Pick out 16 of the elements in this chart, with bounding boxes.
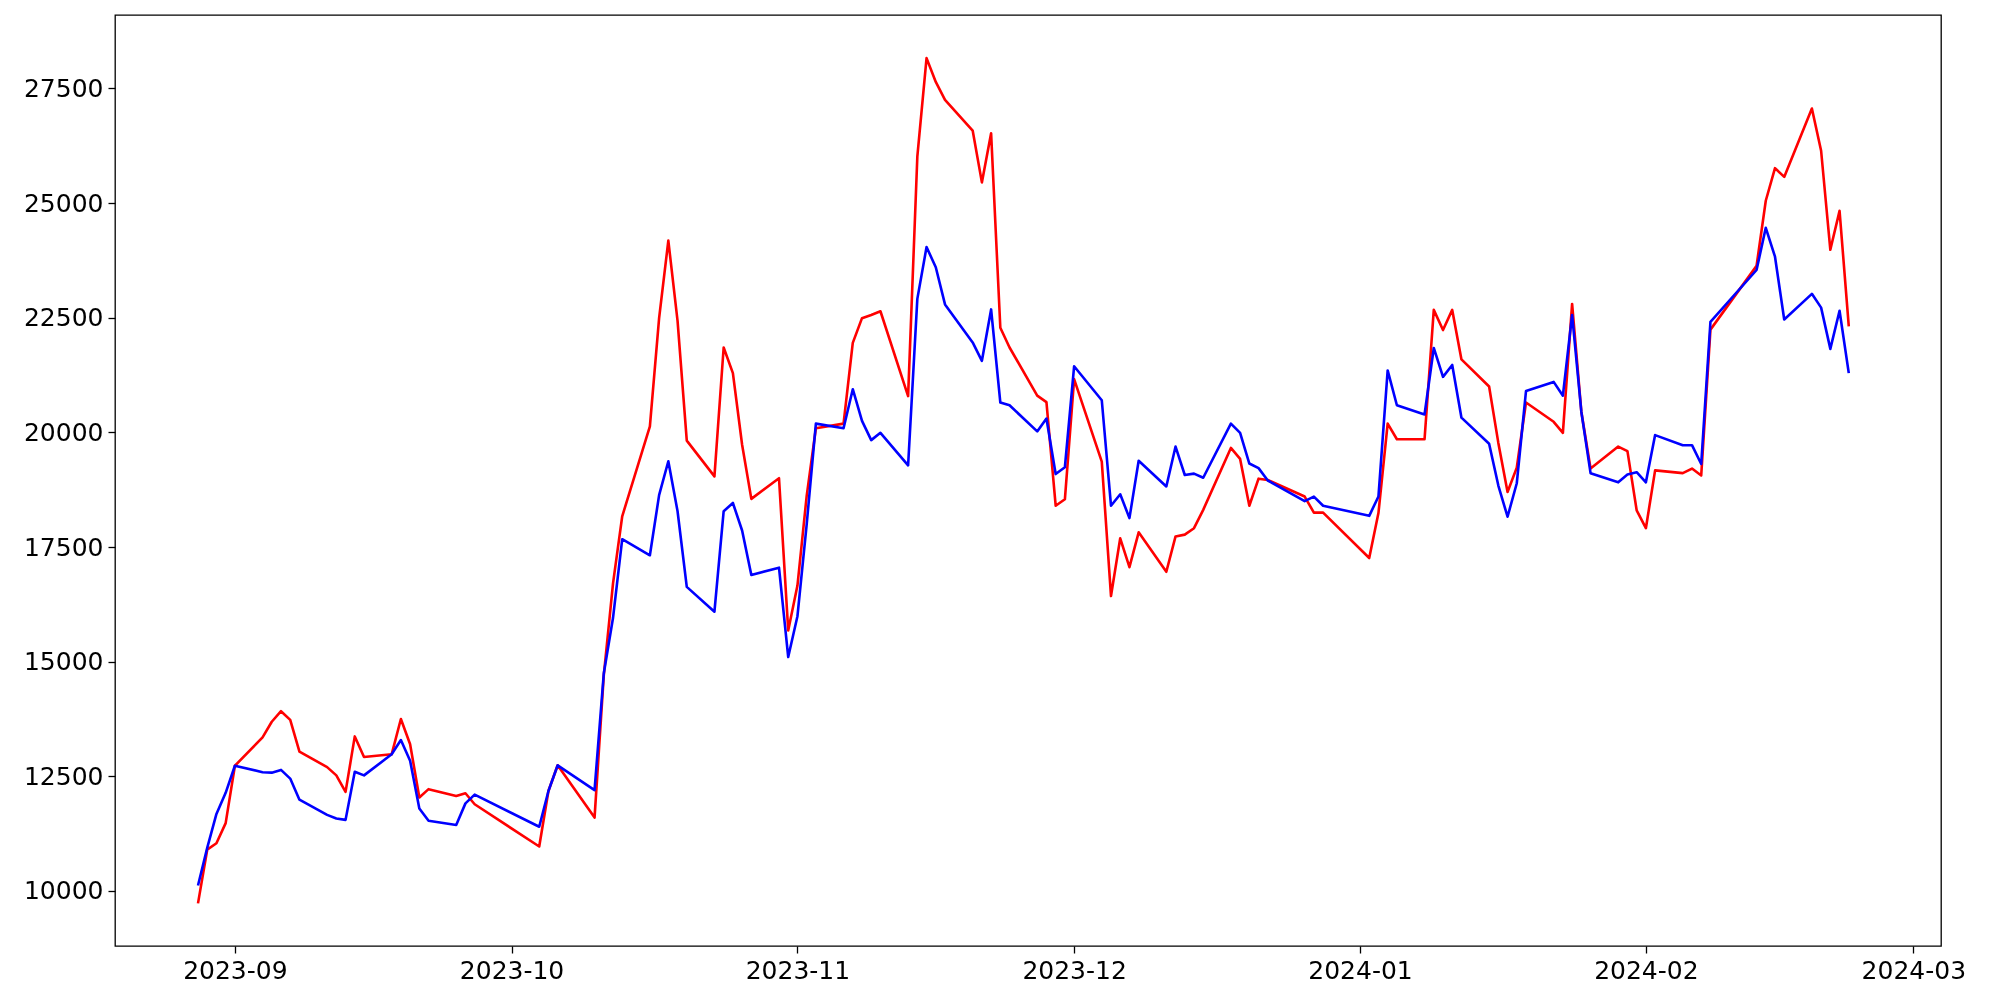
x-tick-label: 2024-01: [1308, 955, 1413, 985]
x-tick-label: 2023-10: [459, 955, 565, 985]
x-tick-label: 2024-03: [1861, 955, 1967, 985]
x-tick-label: 2023-12: [1022, 955, 1127, 985]
y-tick-label: 20000: [23, 417, 104, 447]
x-tick-label: 2023-11: [745, 955, 851, 985]
x-tick-label: 2023-09: [183, 955, 288, 985]
y-tick-label: 12500: [23, 761, 104, 791]
y-tick-label: 17500: [23, 532, 104, 562]
y-tick-label: 25000: [23, 188, 104, 218]
y-tick-label: 15000: [23, 647, 104, 677]
y-tick-label: 22500: [23, 303, 104, 333]
x-tick-label: 2024-02: [1594, 955, 1699, 985]
y-tick-label: 10000: [23, 876, 104, 906]
y-tick-label: 27500: [23, 73, 104, 103]
line-series: [196, 226, 1851, 887]
